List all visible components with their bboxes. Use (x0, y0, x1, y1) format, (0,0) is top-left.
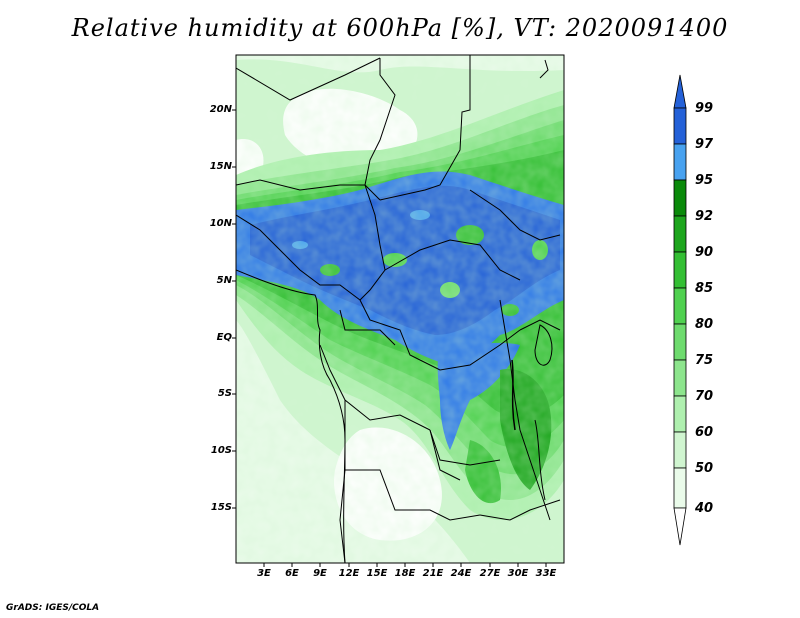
colorbar-label: 90 (695, 245, 714, 260)
colorbar-segment-80 (673, 323, 687, 361)
lon-tick-label: 33E (535, 568, 557, 579)
colorbar-label: 40 (695, 501, 714, 516)
country-borders (236, 55, 561, 563)
lon-tick-label: 3E (257, 568, 271, 579)
colorbar-label: 70 (695, 389, 714, 404)
axis-ticks (232, 109, 547, 567)
colorbar-label: 75 (695, 353, 714, 368)
colorbar-bottom-arrow (673, 507, 687, 546)
lat-tick-label: 20N (209, 104, 232, 115)
lat-tick-label: 5N (216, 275, 232, 286)
lon-tick-label: 21E (422, 568, 444, 579)
colorbar-label: 60 (695, 425, 714, 440)
colorbar-segment-50 (673, 467, 687, 509)
lon-tick-label: 18E (394, 568, 416, 579)
colorbar-segment-97 (673, 143, 687, 181)
colorbar (673, 74, 687, 546)
credit-text: GrADS: IGES/COLA (6, 603, 100, 613)
lon-tick-label: 24E (450, 568, 472, 579)
humidity-field (236, 55, 564, 563)
colorbar-label: 50 (695, 461, 714, 476)
colorbar-label: 80 (695, 317, 714, 332)
lon-tick-label: 12E (338, 568, 360, 579)
colorbar-label: 95 (695, 173, 714, 188)
lat-tick-label: EQ (216, 332, 232, 343)
map-frame (235, 54, 565, 564)
colorbar-segment-75 (673, 359, 687, 397)
lat-tick-label: 15S (210, 502, 232, 513)
colorbar-segment-95 (673, 179, 687, 217)
colorbar-label: 85 (695, 281, 714, 296)
lat-tick-label: 5S (217, 388, 232, 399)
lat-tick-label: 10N (209, 218, 232, 229)
lat-tick-label: 10S (210, 445, 232, 456)
lon-tick-label: 30E (507, 568, 529, 579)
colorbar-segment-85 (673, 287, 687, 325)
colorbar-segment-92 (673, 215, 687, 253)
colorbar-top-arrow (673, 74, 687, 109)
colorbar-label: 97 (695, 137, 714, 152)
lon-tick-label: 6E (285, 568, 299, 579)
lon-tick-label: 15E (366, 568, 388, 579)
colorbar-segment-90 (673, 251, 687, 289)
colorbar-segment-60 (673, 431, 687, 469)
lon-tick-label: 9E (313, 568, 327, 579)
colorbar-segment-70 (673, 395, 687, 433)
colorbar-label: 92 (695, 209, 714, 224)
colorbar-label: 99 (695, 101, 714, 116)
lat-tick-label: 15N (209, 161, 232, 172)
colorbar-segment-99 (673, 107, 687, 145)
lon-tick-label: 27E (479, 568, 501, 579)
map-title: Relative humidity at 600hPa [%], VT: 202… (71, 14, 729, 42)
